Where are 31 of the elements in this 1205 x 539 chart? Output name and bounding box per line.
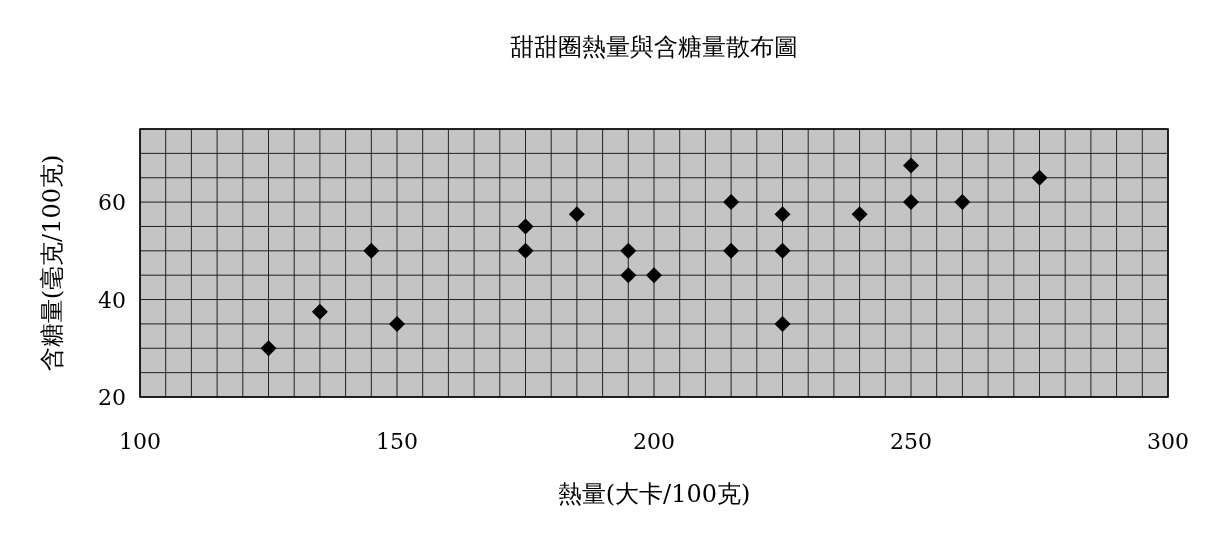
x-tick-label: 250 <box>890 429 932 454</box>
point <box>363 242 380 259</box>
point <box>774 206 791 223</box>
point <box>1031 169 1048 186</box>
x-tick-label: 100 <box>119 429 161 454</box>
point <box>903 194 919 211</box>
point <box>646 267 662 284</box>
point <box>774 315 791 332</box>
y-axis-title: 含糖量(毫克/100克) <box>38 154 66 372</box>
point <box>517 218 534 235</box>
point <box>903 157 919 174</box>
x-tick-label: 200 <box>633 429 675 454</box>
point <box>311 303 328 320</box>
y-tick-label: 20 <box>98 385 126 410</box>
point <box>954 194 971 211</box>
y-tick-label: 60 <box>98 190 126 216</box>
x-tick-label: 150 <box>376 429 418 454</box>
chart-title: 甜甜圈熱量與含糖量散布圖 <box>510 33 798 61</box>
x-axis-title: 熱量(大卡/100克) <box>557 480 751 508</box>
point <box>389 315 405 332</box>
y-tick-label: 40 <box>98 287 126 313</box>
point <box>620 242 637 259</box>
x-tick-label: 300 <box>1147 429 1189 454</box>
point <box>851 206 868 223</box>
point <box>260 340 277 357</box>
point <box>723 194 740 211</box>
point <box>723 242 740 259</box>
point <box>517 242 534 259</box>
point <box>620 267 637 284</box>
point <box>774 242 791 259</box>
point <box>568 206 585 223</box>
